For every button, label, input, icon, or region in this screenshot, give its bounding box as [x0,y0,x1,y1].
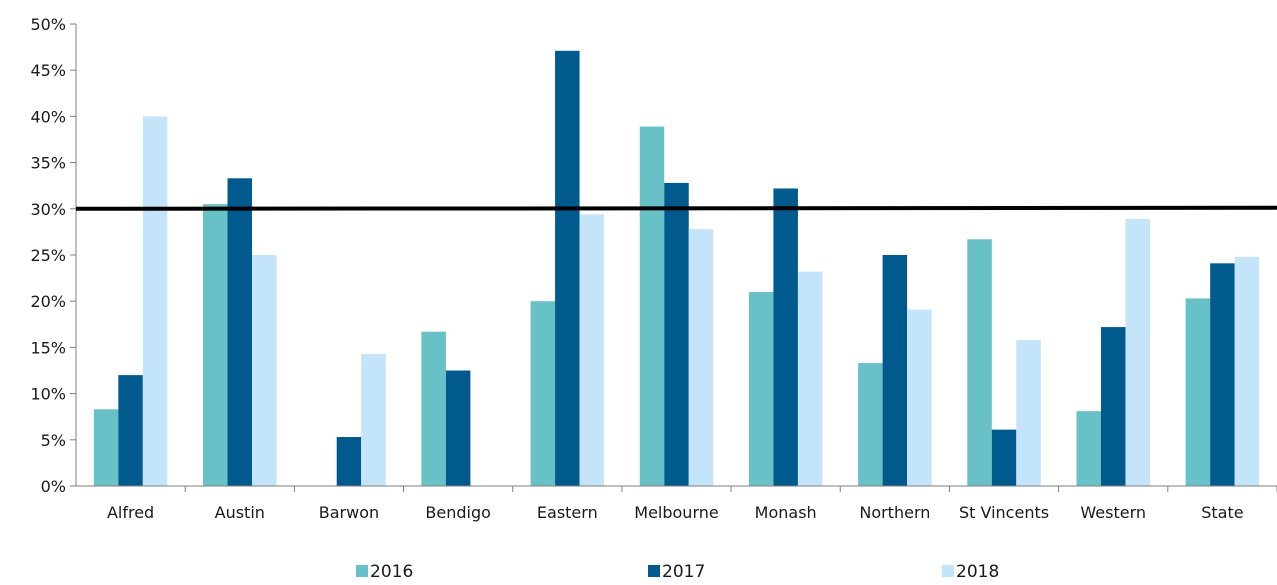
bar-2017-alfred [118,375,143,486]
bar-2016-eastern [530,301,556,486]
bar-2018-st-vincents [1016,340,1041,486]
bar-2017-western [1100,327,1126,486]
y-tick-label: 45% [30,61,66,80]
bar-2016-bendigo [421,331,446,486]
legend-swatch-2017 [648,565,660,577]
bar-2018-austin [252,255,277,486]
y-tick-label: 35% [30,154,66,173]
y-tick-label: 40% [30,107,66,126]
bar-2018-western [1125,218,1150,487]
bar-2016-melbourne [639,126,665,487]
bar-2016-austin [203,204,228,486]
x-tick-label: Eastern [537,503,598,522]
bar-2017-northern [882,255,908,486]
x-tick-label: Northern [859,503,930,522]
legend-label: 2018 [956,562,999,582]
legend-label: 2016 [370,562,413,582]
y-tick-label: 30% [30,200,66,219]
bar-2016-monash [748,291,774,486]
bar-2017-st-vincents [991,429,1017,486]
y-tick-label: 10% [30,385,66,404]
bar-2016-northern [858,363,883,486]
bar-2017-bendigo [445,370,471,486]
legend-swatch-2016 [356,565,368,577]
bar-2018-melbourne [688,229,714,487]
x-tick-label: State [1201,503,1243,522]
y-tick-label: 20% [30,292,66,311]
target-line [75,205,1277,211]
x-tick-label: Barwon [319,503,379,522]
y-tick-label: 15% [30,338,66,357]
x-tick-label: Bendigo [425,503,491,522]
bar-2017-melbourne [664,182,689,487]
bar-2018-alfred [142,116,168,487]
bar-2017-barwon [336,437,362,486]
x-tick-label: Austin [215,503,265,522]
bar-2016-alfred [93,409,119,486]
bar-2017-monash [773,188,798,487]
x-tick-label: Alfred [107,503,154,522]
x-tick-label: St Vincents [959,503,1049,522]
legend-swatch-2018 [942,565,954,577]
y-tick-label: 0% [41,477,66,496]
bar-2018-northern [907,309,932,486]
bar-2018-eastern [579,214,605,486]
bars [93,50,1260,487]
y-axis: 0% 5% 10% 15% 20% 25% 30% 35% 40% 45% 50% [30,15,77,496]
x-tick-label: Melbourne [634,503,718,522]
y-tick-label: 5% [41,431,66,450]
target-line-group [75,205,1277,211]
bar-2018-monash [797,271,823,486]
bar-2018-barwon [361,353,386,486]
bar-2016-state [1185,298,1211,486]
bar-2017-austin [227,178,253,487]
legend-label: 2017 [662,562,705,582]
x-tick-label: Western [1080,503,1146,522]
x-tick-label: Monash [755,503,817,522]
legend: 2016 2017 2018 [356,562,999,582]
bar-2018-state [1234,256,1260,486]
bar-2016-western [1076,411,1101,486]
y-tick-label: 50% [30,15,66,34]
y-tick-label: 25% [30,246,66,265]
bar-2016-st-vincents [967,239,992,486]
x-axis: Alfred Austin Barwon Bendigo Eastern Melbourn… [76,485,1277,522]
bar-2017-eastern [555,50,580,487]
bar-2017-state [1210,263,1235,486]
